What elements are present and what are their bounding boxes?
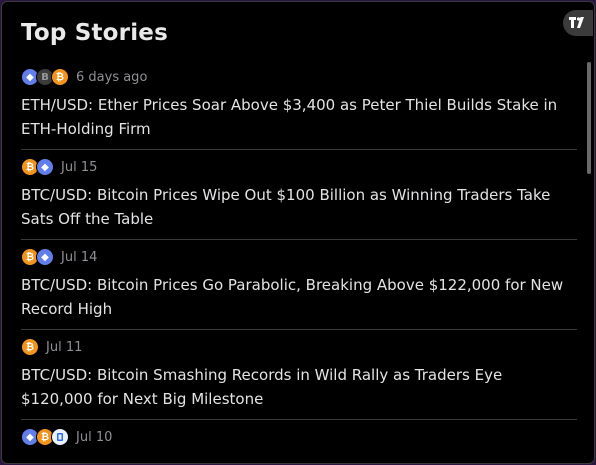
story-time: 6 days ago bbox=[76, 69, 148, 85]
story-item[interactable]: ◆ ₿ Jul 10 bbox=[21, 420, 577, 456]
story-headline[interactable]: BTC/USD: Bitcoin Prices Go Parabolic, Br… bbox=[21, 276, 564, 318]
story-meta: ◆ ₿ Jul 10 bbox=[21, 426, 577, 448]
story-meta: ₿ Jul 11 bbox=[21, 336, 577, 358]
story-time: Jul 10 bbox=[76, 429, 113, 445]
ethereum-icon: ◆ bbox=[36, 158, 54, 176]
story-symbol-icons: ◆ ₿ bbox=[21, 428, 69, 446]
story-symbol-icons: ₿ ◆ bbox=[21, 248, 54, 266]
story-item[interactable]: ◆ B ₿ 6 days ago ETH/USD: Ether Prices S… bbox=[21, 60, 577, 150]
story-headline[interactable]: BTC/USD: Bitcoin Prices Wipe Out $100 Bi… bbox=[21, 186, 551, 228]
ethereum-icon: ◆ bbox=[36, 248, 54, 266]
story-symbol-icons: ₿ bbox=[21, 338, 39, 356]
story-symbol-icons: ₿ ◆ bbox=[21, 158, 54, 176]
story-time: Jul 14 bbox=[61, 249, 98, 265]
blue-coin-icon bbox=[51, 428, 69, 446]
tradingview-logo[interactable] bbox=[563, 10, 593, 36]
story-item[interactable]: ₿ ◆ Jul 15 BTC/USD: Bitcoin Prices Wipe … bbox=[21, 150, 577, 240]
bitcoin-icon: ₿ bbox=[51, 68, 69, 86]
story-headline[interactable]: ETH/USD: Ether Prices Soar Above $3,400 … bbox=[21, 96, 558, 138]
story-symbol-icons: ◆ B ₿ bbox=[21, 68, 69, 86]
ethereum-icon: ◆ bbox=[21, 428, 39, 446]
story-headline[interactable]: BTC/USD: Bitcoin Smashing Records in Wil… bbox=[21, 366, 503, 408]
story-meta: ₿ ◆ Jul 15 bbox=[21, 156, 577, 178]
story-time: Jul 11 bbox=[46, 339, 83, 355]
bitcoin-icon: ₿ bbox=[21, 338, 39, 356]
scrollbar-thumb[interactable] bbox=[587, 62, 591, 174]
story-time: Jul 15 bbox=[61, 159, 98, 175]
story-meta: ◆ B ₿ 6 days ago bbox=[21, 66, 577, 88]
blue-coin-glyph-icon bbox=[57, 433, 63, 441]
widget-title: Top Stories bbox=[21, 20, 168, 46]
tradingview-logo-icon bbox=[569, 17, 584, 28]
story-item[interactable]: ₿ Jul 11 BTC/USD: Bitcoin Smashing Recor… bbox=[21, 330, 577, 420]
story-item[interactable]: ₿ ◆ Jul 14 BTC/USD: Bitcoin Prices Go Pa… bbox=[21, 240, 577, 330]
stories-list: ◆ B ₿ 6 days ago ETH/USD: Ether Prices S… bbox=[21, 60, 577, 456]
bitcoin-icon: ₿ bbox=[21, 248, 39, 266]
story-meta: ₿ ◆ Jul 14 bbox=[21, 246, 577, 268]
